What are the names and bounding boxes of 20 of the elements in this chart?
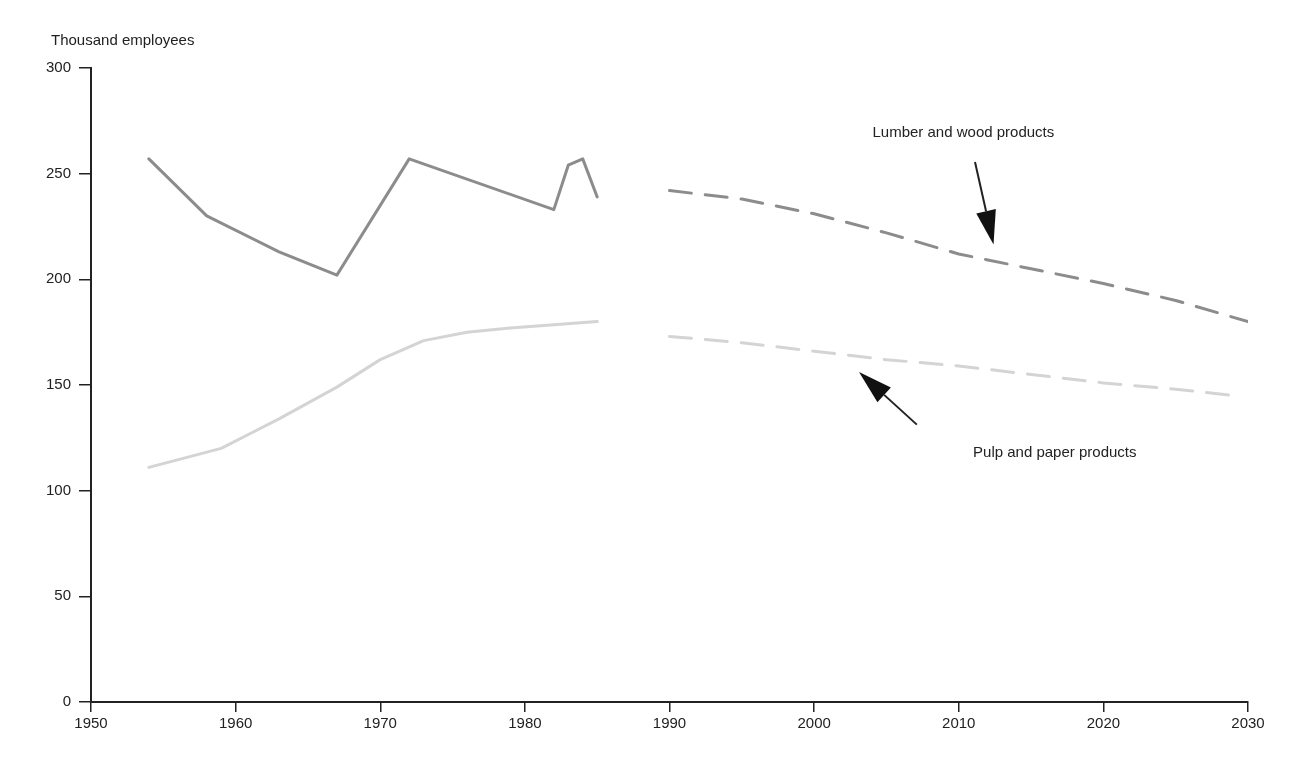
y-tick-label: 50	[54, 586, 72, 604]
annotation: Lumber and wood products	[872, 122, 1055, 140]
y-tick-label: 250	[46, 163, 72, 181]
y-tick-label: 200	[46, 269, 72, 287]
y-tick-label: 0	[62, 692, 72, 710]
x-tick-label: 2030	[1231, 714, 1265, 732]
line-series	[668, 189, 1248, 324]
annotation: Pulp and paper products	[973, 442, 1137, 460]
x-tick-label: 2020	[1086, 714, 1121, 732]
x-tick-label: 1960	[218, 714, 253, 732]
y-tick-label: 300	[46, 58, 72, 76]
x-tick-label: 2010	[942, 714, 976, 732]
x-tick-label: 1970	[363, 714, 397, 732]
y-tick-label: 100	[46, 480, 72, 498]
x-tick-label: 1950	[74, 714, 108, 732]
x-tick-label: 1980	[508, 714, 542, 732]
x-tick-label: 1990	[652, 714, 687, 732]
y-axis-title: Thousand employees	[51, 30, 195, 48]
y-tick-label: 150	[46, 375, 72, 393]
x-tick-label: 2000	[797, 714, 831, 732]
